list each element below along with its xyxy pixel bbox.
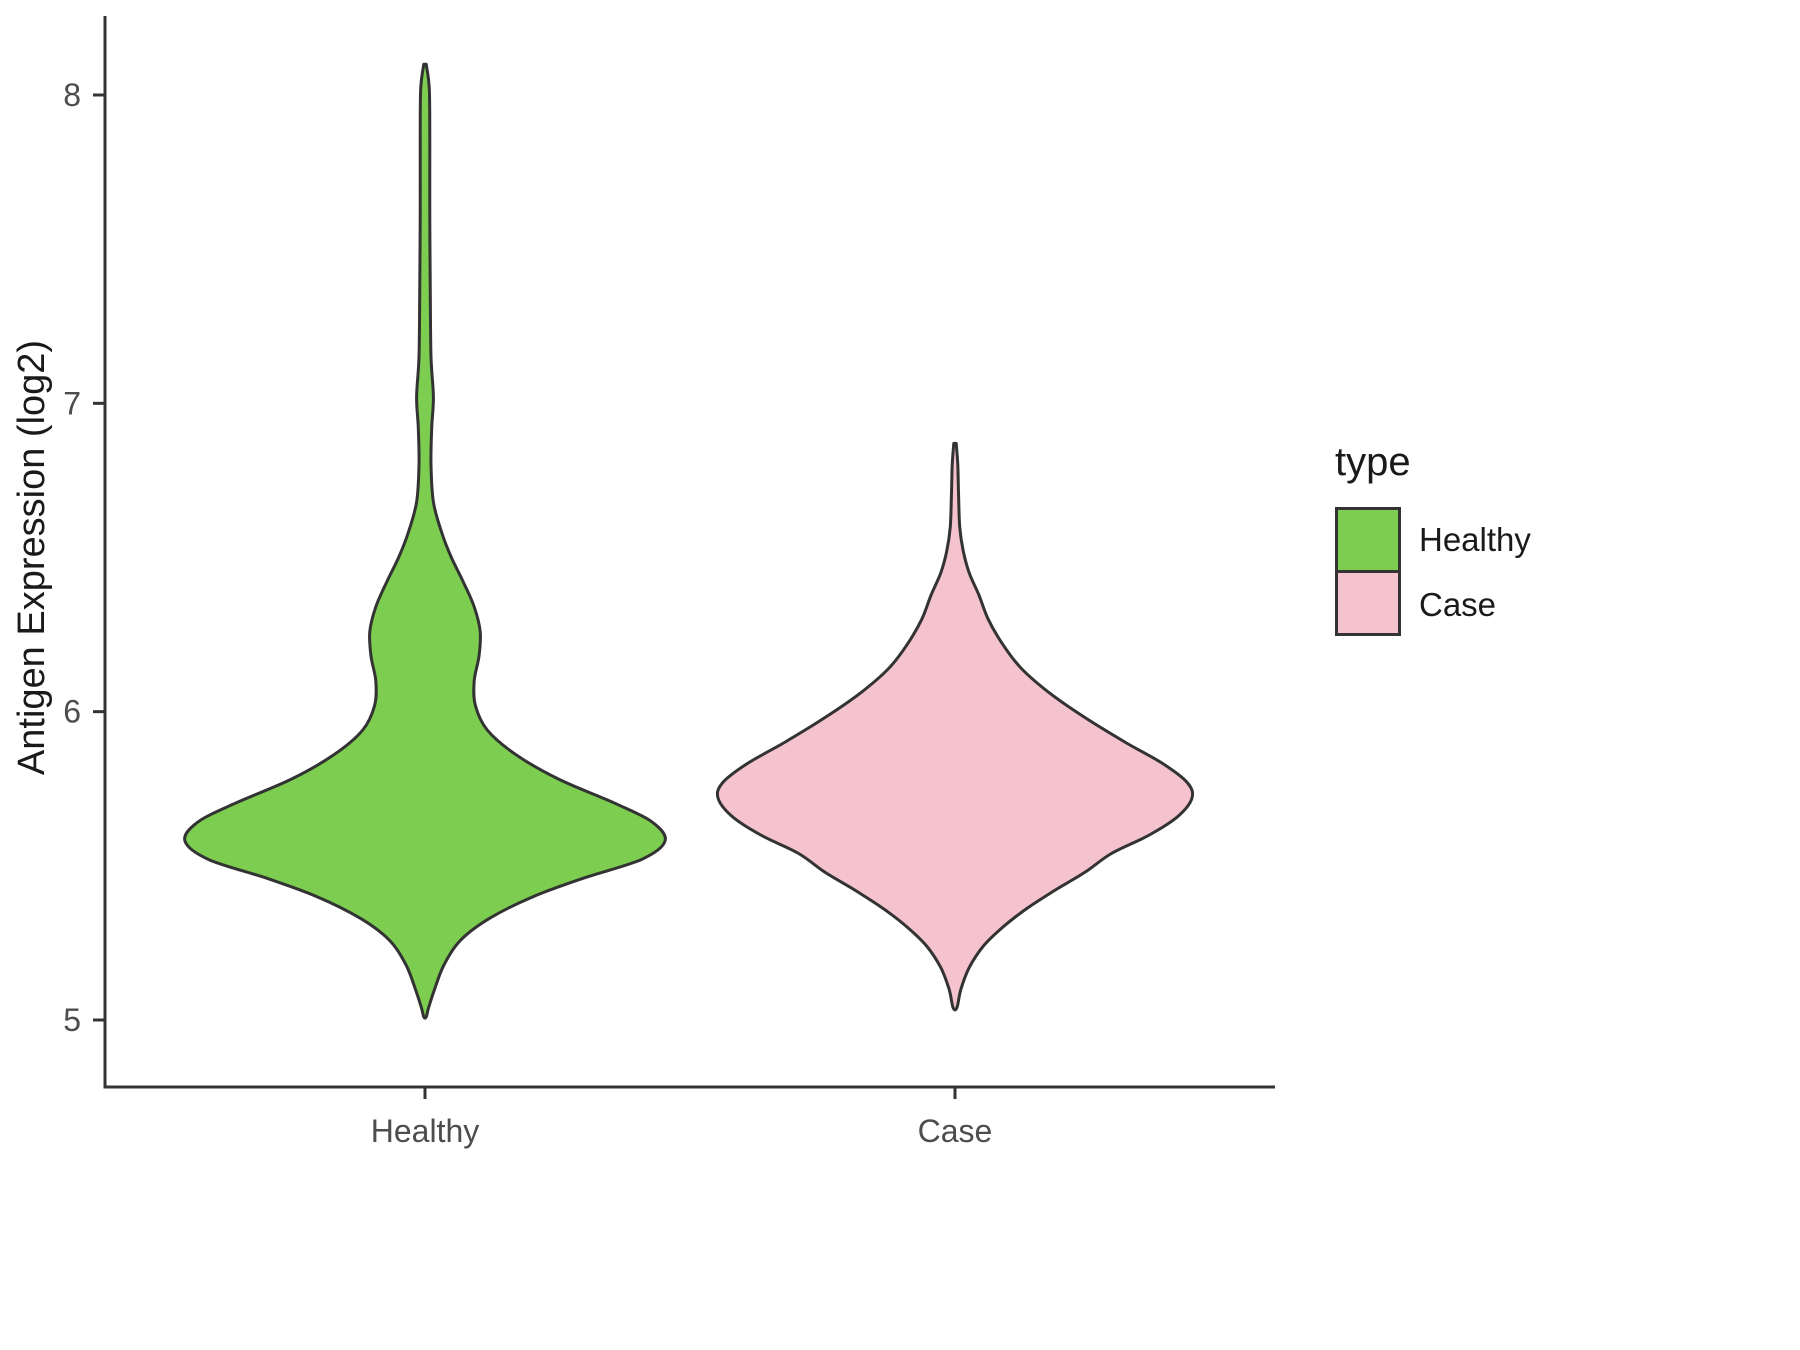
legend-swatch-healthy — [1335, 507, 1401, 573]
y-axis-title: Antigen Expression (log2) — [11, 340, 53, 775]
legend-swatch-case — [1335, 570, 1401, 636]
legend-item-healthy: Healthy — [1335, 507, 1531, 573]
legend-label-case: Case — [1419, 585, 1497, 623]
legend: type Healthy Case — [1335, 440, 1531, 636]
legend-item-case: Case — [1335, 570, 1531, 636]
y-tick-label: 8 — [63, 77, 81, 113]
legend-title: type — [1335, 440, 1411, 484]
x-tick-label: Case — [918, 1113, 993, 1149]
violin-case — [715, 441, 1195, 1012]
x-tick-label: Healthy — [371, 1113, 480, 1149]
y-tick-label: 5 — [63, 1002, 81, 1038]
y-tick-label: 7 — [63, 385, 81, 421]
y-tick-label: 6 — [63, 694, 81, 730]
legend-label-healthy: Healthy — [1419, 521, 1531, 558]
violin-healthy — [183, 62, 667, 1020]
